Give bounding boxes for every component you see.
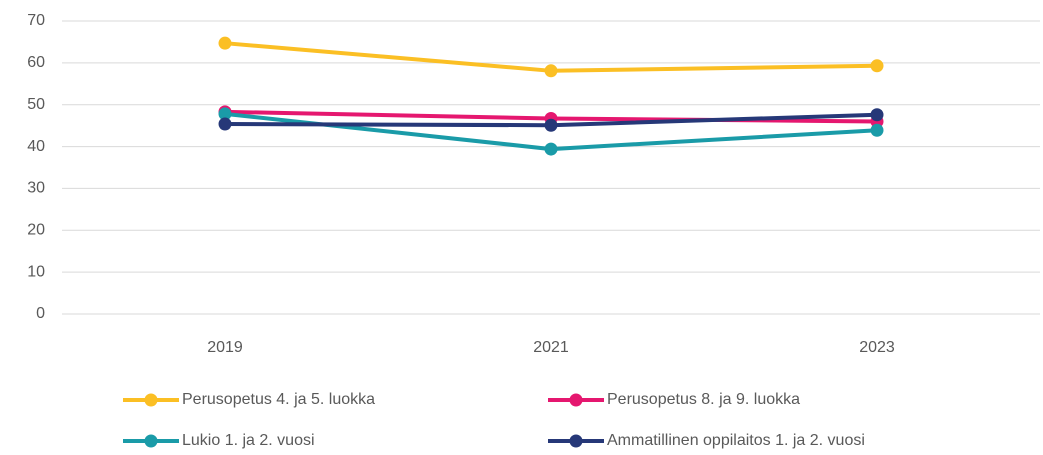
legend-label: Perusopetus 8. ja 9. luokka	[607, 391, 800, 408]
legend-marker	[569, 393, 583, 407]
data-point	[218, 36, 232, 50]
data-point	[870, 123, 884, 137]
y-tick-label: 40	[27, 138, 45, 155]
data-point	[218, 107, 232, 121]
y-tick-label: 0	[36, 305, 45, 322]
legend-label: Ammatillinen oppilaitos 1. ja 2. vuosi	[607, 432, 865, 449]
data-point	[870, 59, 884, 73]
x-tick-label: 2023	[859, 339, 895, 356]
x-tick-label: 2021	[533, 339, 569, 356]
data-point	[218, 117, 232, 131]
data-point	[870, 108, 884, 122]
legend-label: Lukio 1. ja 2. vuosi	[182, 432, 315, 449]
y-tick-label: 30	[27, 180, 45, 197]
data-point	[544, 118, 558, 132]
y-tick-label: 70	[27, 12, 45, 29]
y-tick-label: 10	[27, 263, 45, 280]
legend-marker	[144, 393, 158, 407]
y-tick-label: 60	[27, 54, 45, 71]
y-tick-label: 20	[27, 222, 45, 239]
data-point	[544, 64, 558, 78]
legend-marker	[144, 434, 158, 448]
data-point	[544, 142, 558, 156]
legend-marker	[569, 434, 583, 448]
x-tick-label: 2019	[207, 339, 243, 356]
legend-label: Perusopetus 4. ja 5. luokka	[182, 391, 375, 408]
y-tick-label: 50	[27, 96, 45, 113]
